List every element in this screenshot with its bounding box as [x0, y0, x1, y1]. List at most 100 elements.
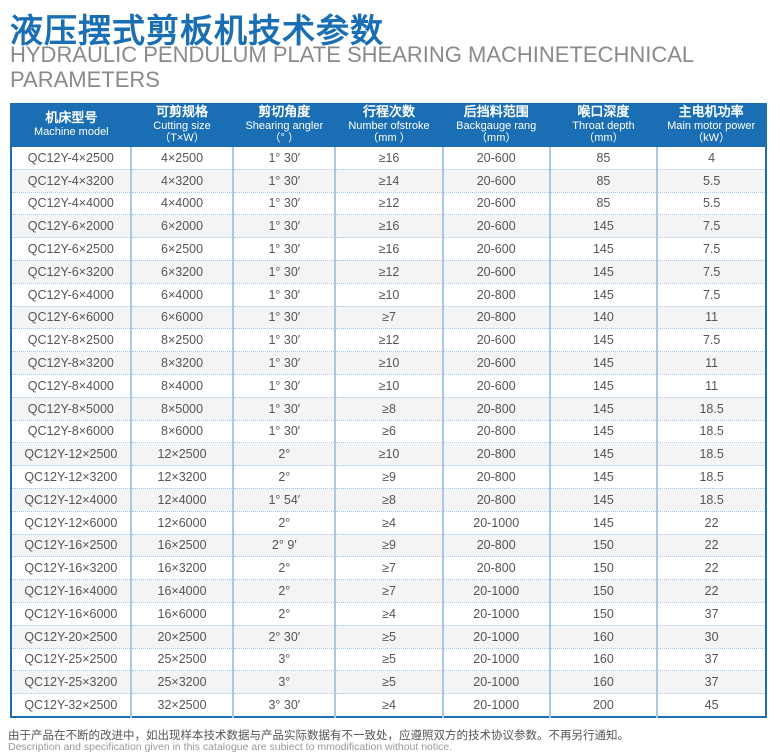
table-cell: 3° [232, 670, 336, 695]
table-cell: 11 [656, 351, 766, 375]
table-cell: 20-600 [441, 214, 550, 239]
table-cell: QC12Y-25×3200 [11, 670, 131, 695]
table-cell: QC12Y-8×6000 [11, 420, 131, 444]
table-cell: 2° 9′ [232, 534, 336, 558]
table-cell: QC12Y-16×4000 [11, 579, 131, 603]
column-header: 可剪规格 Cutting size （T×W） [130, 103, 234, 147]
table-cell: 20-600 [441, 328, 550, 353]
column-header: 喉口深度 Throat depth （mm） [549, 103, 658, 147]
table-cell: 145 [548, 237, 658, 261]
table-cell: 145 [548, 397, 658, 421]
table-cell: ≥7 [334, 579, 443, 603]
table-cell: 20-600 [441, 351, 550, 375]
table-cell: 2° [232, 579, 336, 603]
column-header: 剪切角度 Shearing angler （° ） [233, 103, 336, 147]
table-cell: 160 [548, 648, 658, 672]
table-cell: 30 [656, 625, 766, 649]
header-cn: 剪切角度 [258, 104, 311, 119]
table-cell: 18.5 [656, 442, 766, 467]
table-cell: 11 [656, 374, 766, 398]
table-cell: 22 [656, 511, 766, 535]
table-cell: 1° 30′ [232, 214, 336, 239]
table-row: QC12Y-6×4000 6×4000 1° 30′ ≥10 20-800 145 7.5 [11, 283, 766, 307]
table-cell: 1° 30′ [232, 397, 336, 421]
header-unit: （mm） [583, 132, 624, 144]
table-cell: 3° 30′ [232, 693, 336, 718]
header-en: Shearing angler [245, 120, 324, 132]
table-cell: 7.5 [656, 328, 766, 353]
table-row: QC12Y-12×2500 12×2500 2° ≥10 20-800 145 18.5 [11, 442, 766, 467]
disclaimer-en: Description and specification given in t… [8, 741, 453, 753]
table-cell: 20-600 [441, 192, 550, 216]
table-cell: QC12Y-32×2500 [11, 693, 131, 718]
table-cell: 8×4000 [129, 374, 234, 398]
table-cell: ≥7 [334, 306, 443, 330]
table-cell: ≥12 [334, 260, 443, 284]
table-cell: 4×3200 [129, 169, 234, 193]
table-cell: ≥10 [334, 351, 443, 375]
table-row: QC12Y-8×3200 8×3200 1° 30′ ≥10 20-600 145 11 [11, 351, 766, 375]
table-cell: 20-800 [441, 556, 550, 581]
table-cell: 16×3200 [129, 556, 234, 581]
table-cell: ≥4 [334, 511, 443, 535]
table-cell: 1° 54′ [232, 488, 336, 512]
table-cell: QC12Y-6×2500 [11, 237, 131, 261]
table-cell: 145 [548, 214, 658, 239]
table-cell: 160 [548, 670, 658, 695]
parameters-table: 机床型号 Machine model 可剪规格 Cutting size （T×W） 剪切… [10, 103, 767, 718]
table-cell: 150 [548, 579, 658, 603]
table-cell: ≥12 [334, 328, 443, 353]
column-header: 机床型号 Machine model [11, 103, 131, 147]
table-cell: QC12Y-8×2500 [11, 328, 131, 353]
table-cell: 8×5000 [129, 397, 234, 421]
table-cell: ≥9 [334, 465, 443, 489]
table-cell: QC12Y-6×2000 [11, 214, 131, 239]
table-cell: 145 [548, 283, 658, 307]
column-header: 后挡料范围 Backgauge rang （mm） [442, 103, 550, 147]
table-cell: 200 [548, 693, 658, 718]
table-cell: 8×3200 [129, 351, 234, 375]
table-cell: ≥9 [334, 534, 443, 558]
header-en: Main motor power [667, 120, 756, 132]
table-cell: QC12Y-4×2500 [11, 147, 131, 170]
table-cell: ≥8 [334, 397, 443, 421]
table-cell: 1° 30′ [232, 147, 336, 170]
table-cell: QC12Y-4×3200 [11, 169, 131, 193]
table-cell: 16×6000 [129, 602, 234, 626]
table-cell: ≥16 [334, 214, 443, 239]
table-cell: ≥6 [334, 420, 443, 444]
table-cell: 11 [656, 306, 766, 330]
table-row: QC12Y-8×4000 8×4000 1° 30′ ≥10 20-600 145 11 [11, 374, 766, 398]
table-cell: ≥16 [334, 147, 443, 170]
table-cell: 12×4000 [129, 488, 234, 512]
table-cell: 2° [232, 556, 336, 581]
table-cell: 20-800 [441, 465, 550, 489]
table-cell: 32×2500 [129, 693, 234, 718]
table-cell: 12×2500 [129, 442, 234, 467]
table-cell: 1° 30′ [232, 192, 336, 216]
table-row: QC12Y-6×3200 6×3200 1° 30′ ≥12 20-600 145 7.5 [11, 260, 766, 284]
table-cell: QC12Y-8×3200 [11, 351, 131, 375]
table-cell: 4 [656, 147, 766, 170]
table-cell: 85 [548, 147, 658, 170]
table-row: QC12Y-12×6000 12×6000 2° ≥4 20-1000 145 22 [11, 511, 766, 535]
table-row: QC12Y-16×6000 16×6000 2° ≥4 20-1000 150 37 [11, 602, 766, 626]
table-cell: 160 [548, 625, 658, 649]
table-cell: 145 [548, 351, 658, 375]
header-cn: 行程次数 [362, 104, 415, 119]
table-row: QC12Y-4×2500 4×2500 1° 30′ ≥16 20-600 85 4 [11, 147, 766, 170]
table-cell: 150 [548, 534, 658, 558]
table-cell: 12×3200 [129, 465, 234, 489]
page-subtitle: HYDRAULIC PENDULUM PLATE SHEARING MACHIN… [10, 42, 694, 92]
table-cell: QC12Y-6×6000 [11, 306, 131, 330]
page-title: 液压摆式剪板机技术参数 [10, 12, 384, 49]
table-row: QC12Y-8×2500 8×2500 1° 30′ ≥12 20-600 145 7.5 [11, 328, 766, 353]
table-cell: 145 [548, 374, 658, 398]
table-cell: 22 [656, 534, 766, 558]
table-cell: 20-1000 [441, 648, 550, 672]
header-en: Backgauge rang [456, 120, 537, 132]
column-header: 主电机功率 Main motor power （kW） [657, 103, 766, 147]
table-cell: ≥10 [334, 442, 443, 467]
table-cell: 145 [548, 442, 658, 467]
table-cell: 1° 30′ [232, 328, 336, 353]
